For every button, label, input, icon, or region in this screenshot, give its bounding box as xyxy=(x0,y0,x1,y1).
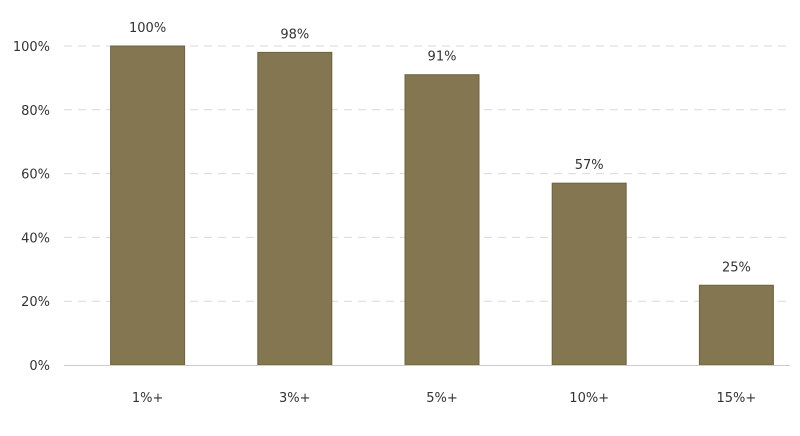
x-tick-label: 15%+ xyxy=(717,391,757,406)
data-label: 91% xyxy=(428,50,457,65)
y-tick-label: 100% xyxy=(13,40,50,55)
y-tick-label: 80% xyxy=(21,104,50,119)
bars xyxy=(110,45,774,366)
data-label: 57% xyxy=(575,158,604,173)
bar xyxy=(110,45,186,366)
x-tick-label: 5%+ xyxy=(426,391,458,406)
x-tick-label: 3%+ xyxy=(279,391,311,406)
data-label: 98% xyxy=(280,27,309,42)
x-axis-ticks: 1%+ 3%+ 5%+ 10%+ 15%+ xyxy=(132,391,756,406)
x-tick-label: 1%+ xyxy=(132,391,164,406)
y-axis-ticks: 0% 20% 40% 60% 80% 100% xyxy=(13,40,50,374)
data-label: 100% xyxy=(129,21,166,36)
x-tick-label: 10%+ xyxy=(569,391,609,406)
bar xyxy=(404,74,480,366)
data-label: 25% xyxy=(722,260,751,275)
y-tick-label: 40% xyxy=(21,231,50,246)
y-tick-label: 0% xyxy=(29,359,50,374)
gridlines xyxy=(64,45,790,302)
data-labels: 100% 98% 91% 57% 25% xyxy=(129,21,751,275)
y-tick-label: 60% xyxy=(21,168,50,183)
y-tick-label: 20% xyxy=(21,295,50,310)
bar xyxy=(698,284,774,366)
bar xyxy=(257,51,333,366)
bar xyxy=(551,182,627,366)
